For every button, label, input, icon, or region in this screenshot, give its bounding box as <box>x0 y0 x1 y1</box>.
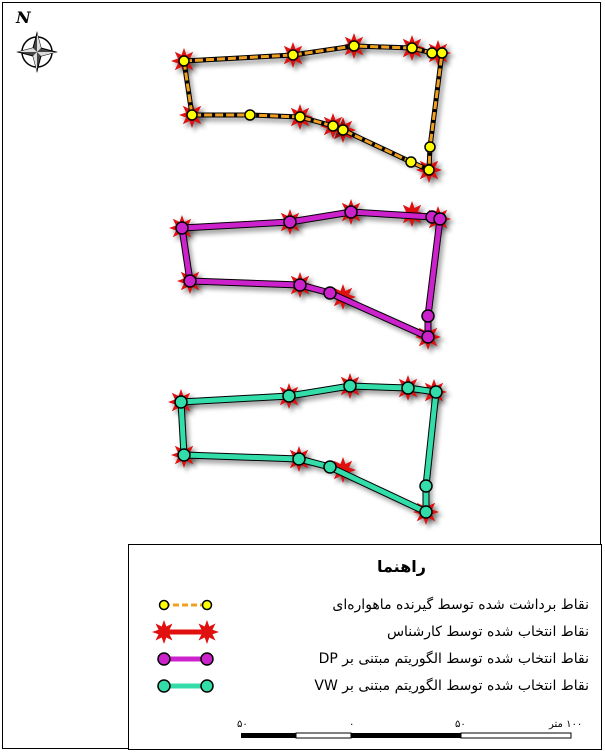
satellite-point <box>405 156 417 168</box>
legend-label-expert: نقاط انتخاب شده توسط کارشناس <box>386 624 589 640</box>
algorithm-point <box>433 212 447 226</box>
algorithm-point <box>344 205 358 219</box>
algorithm-point <box>282 389 296 403</box>
algorithm-point <box>323 460 337 474</box>
satellite-point <box>348 40 360 52</box>
legend-label-vw: نقاط انتخاب شده توسط الگوریتم مبتنی بر V… <box>314 678 589 694</box>
scale-label-right: ۱۰۰ متر <box>549 719 583 730</box>
algorithm-point <box>401 381 415 395</box>
track-shadow <box>184 47 448 178</box>
scale-bar <box>241 732 572 739</box>
algorithm-point <box>419 479 433 493</box>
compass-rose-icon <box>16 31 58 73</box>
algorithm-point <box>343 379 357 393</box>
satellite-points-icon <box>158 599 213 611</box>
satellite-point <box>327 120 339 132</box>
algorithm-point <box>177 448 191 462</box>
satellite-point <box>287 49 299 61</box>
track-shadow <box>180 212 447 347</box>
legend-symbols <box>152 599 572 739</box>
legend-label-satellite: نقاط برداشت شده توسط گیرنده ماهواره‌ای <box>332 597 589 613</box>
legend-title: راهنما <box>376 557 426 576</box>
algorithm-point <box>419 505 433 519</box>
satellite-point <box>337 124 349 136</box>
algorithm-point <box>175 221 189 235</box>
dp-track-polygon <box>169 199 455 354</box>
vw-line-icon <box>157 679 214 693</box>
satellite-point <box>424 141 436 153</box>
satellite-point <box>186 109 198 121</box>
algorithm-point <box>174 395 188 409</box>
dp-line-icon <box>157 652 214 666</box>
satellite-point <box>406 42 418 54</box>
scale-label-zero: ۰ <box>349 719 355 730</box>
legend: راهنما <box>128 544 602 750</box>
algorithm-point <box>421 309 435 323</box>
satellite-point <box>426 47 438 59</box>
north-label: N <box>16 8 31 27</box>
algorithm-point <box>292 452 306 466</box>
algorithm-point <box>293 278 307 292</box>
algorithm-point <box>421 330 435 344</box>
algorithm-point <box>283 215 297 229</box>
satellite-track-polygon <box>171 33 455 187</box>
satellite-point <box>436 47 448 59</box>
scale-label-left: ۵۰ <box>237 719 248 730</box>
satellite-point <box>423 164 435 176</box>
scale-label-mid: ۵۰ <box>455 719 466 730</box>
satellite-point <box>294 111 306 123</box>
algorithm-point <box>183 274 197 288</box>
algorithm-point <box>323 286 337 300</box>
satellite-point <box>244 109 256 121</box>
legend-label-dp: نقاط انتخاب شده توسط الگوریتم مبتنی بر D… <box>318 651 589 667</box>
vw-track-polygon <box>168 373 451 529</box>
satellite-point <box>178 55 190 67</box>
algorithm-point <box>429 385 443 399</box>
expert-star-icon <box>152 620 219 644</box>
